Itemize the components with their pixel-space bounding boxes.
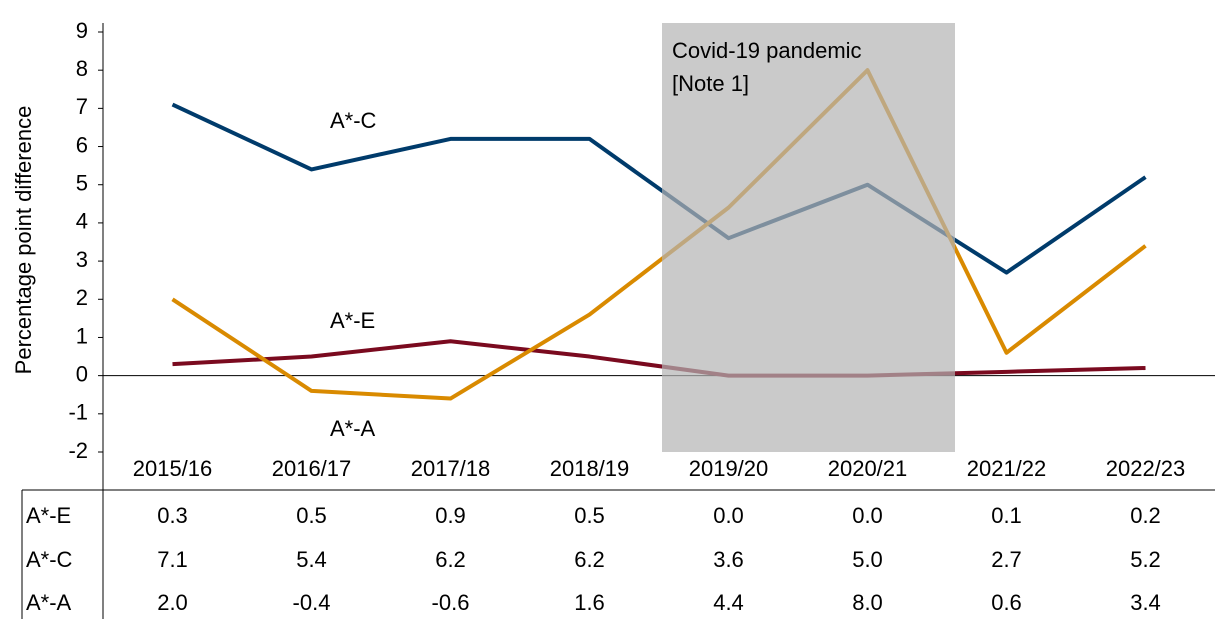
table-cell: 0.9: [435, 503, 466, 528]
table-cell: 5.0: [852, 547, 883, 572]
table-cell: 0.5: [296, 503, 327, 528]
table-cell: 5.2: [1130, 547, 1161, 572]
x-tick-label: 2019/20: [689, 456, 769, 481]
covid-shade: [662, 23, 955, 452]
x-tick-label: 2022/23: [1106, 456, 1186, 481]
table-cell: 4.4: [713, 590, 744, 615]
y-tick-label: 1: [76, 323, 88, 348]
y-tick-label: -1: [68, 400, 88, 425]
table-cell: -0.4: [293, 590, 331, 615]
table-cell: 8.0: [852, 590, 883, 615]
table-cell: 5.4: [296, 547, 327, 572]
y-tick-label: -2: [68, 438, 88, 463]
x-tick-label: 2020/21: [828, 456, 908, 481]
table-cell: 0.0: [713, 503, 744, 528]
series-line: [171, 102, 1147, 275]
x-tick-label: 2018/19: [550, 456, 630, 481]
y-axis-label: Percentage point difference: [11, 106, 36, 375]
table-row-label: A*-A: [26, 590, 72, 615]
annotation: [Note 1]: [672, 71, 749, 96]
y-tick-label: 8: [76, 56, 88, 81]
series-label: A*-A: [330, 416, 376, 441]
table-cell: 0.6: [991, 590, 1022, 615]
table-cell: 2.0: [157, 590, 188, 615]
table-cell: 0.2: [1130, 503, 1161, 528]
table-cell: 6.2: [574, 547, 605, 572]
table-cell: 1.6: [574, 590, 605, 615]
y-tick-label: 2: [76, 285, 88, 310]
x-tick-label: 2015/16: [133, 456, 213, 481]
x-tick-label: 2017/18: [411, 456, 491, 481]
table-cell: 2.7: [991, 547, 1022, 572]
series-line: [172, 339, 1146, 378]
table-cell: -0.6: [432, 590, 470, 615]
table-cell: 0.5: [574, 503, 605, 528]
y-tick-label: 7: [76, 94, 88, 119]
table-cell: 0.1: [991, 503, 1022, 528]
y-tick-label: 3: [76, 247, 88, 272]
table-row-label: A*-E: [26, 503, 71, 528]
y-tick-label: 6: [76, 132, 88, 157]
table-cell: 0.0: [852, 503, 883, 528]
x-tick-label: 2016/17: [272, 456, 352, 481]
series-label: A*-C: [330, 108, 377, 133]
series-line: [171, 68, 1147, 401]
series-label: A*-E: [330, 308, 375, 333]
y-tick-label: 0: [76, 361, 88, 386]
y-tick-label: 5: [76, 171, 88, 196]
table-cell: 3.6: [713, 547, 744, 572]
table-cell: 3.4: [1130, 590, 1161, 615]
table-cell: 6.2: [435, 547, 466, 572]
x-tick-label: 2021/22: [967, 456, 1047, 481]
y-tick-label: 4: [76, 209, 88, 234]
annotation: Covid-19 pandemic: [672, 38, 862, 63]
table-row-label: A*-C: [26, 547, 73, 572]
table-cell: 0.3: [157, 503, 188, 528]
y-tick-label: 9: [76, 18, 88, 43]
table-cell: 7.1: [157, 547, 188, 572]
